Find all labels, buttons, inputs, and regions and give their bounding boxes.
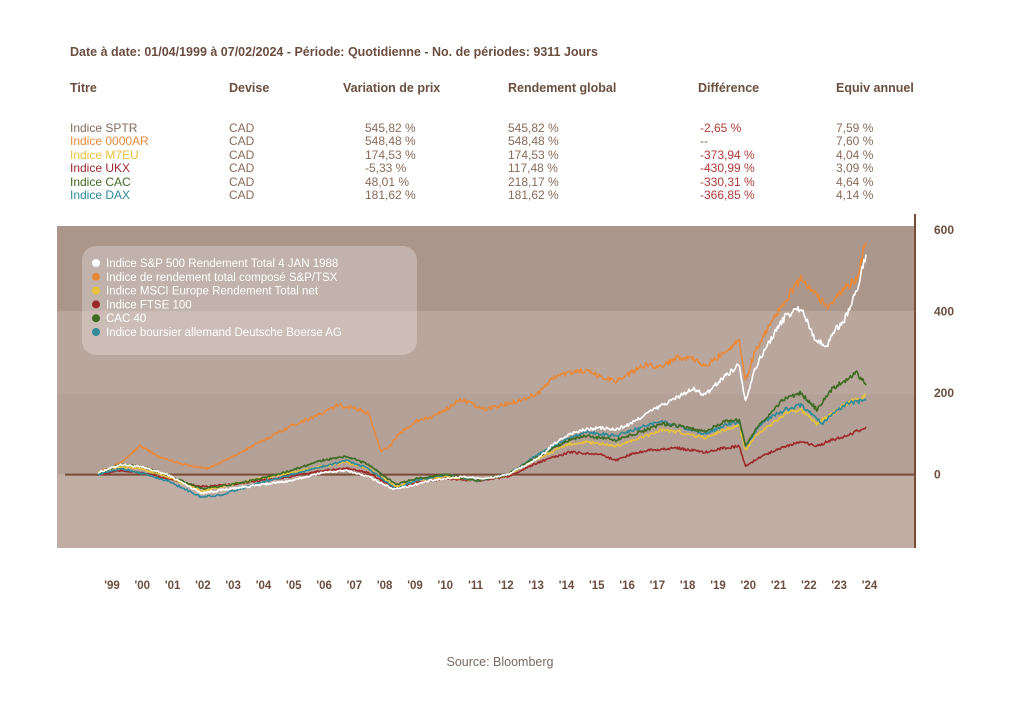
table-cell-titre: Indice M7EU — [70, 147, 139, 162]
x-tick-label: '11 — [468, 580, 483, 592]
table-cell-equiv: 4,14 % — [836, 188, 874, 202]
legend-swatch — [92, 314, 100, 323]
x-tick-label: '03 — [225, 580, 241, 592]
x-tick-label: '05 — [286, 580, 302, 592]
y-tick-label: 200 — [934, 386, 954, 400]
table-cell-difference: -366,85 % — [700, 188, 755, 202]
x-tick-label: '04 — [256, 580, 272, 592]
table-cell-variation: 545,82 % — [365, 121, 416, 135]
legend-swatch — [92, 328, 100, 336]
table-cell-difference: -373,94 % — [700, 147, 755, 162]
table-cell-difference: -330,31 % — [700, 174, 755, 189]
col-header-equiv: Equiv annuel — [836, 81, 914, 95]
table-cell-titre: Indice CAC — [70, 174, 131, 189]
table-cell-difference: -430,99 % — [700, 161, 755, 176]
y-tick-label: 0 — [934, 468, 941, 482]
chart-series — [97, 242, 867, 499]
table-cell-variation: -5,33 % — [365, 161, 407, 176]
y-tick-label: 400 — [934, 305, 954, 319]
legend-swatch — [92, 286, 100, 295]
table-cell-titre: Indice UKX — [70, 161, 131, 176]
table-cell-variation: 174,53 % — [365, 147, 416, 162]
legend-box — [82, 246, 417, 355]
x-tick-label: '00 — [135, 580, 151, 592]
legend-label: Indice S&P 500 Rendement Total 4 JAN 198… — [106, 258, 338, 270]
table-cell-rendement: 548,48 % — [508, 134, 559, 149]
table-cell-difference: -- — [700, 134, 708, 149]
table-cell-difference: -2,65 % — [700, 121, 742, 135]
x-tick-label: '12 — [498, 580, 514, 592]
table-cell-devise: CAD — [229, 188, 255, 202]
table-cell-rendement: 545,82 % — [508, 121, 559, 135]
table-cell-devise: CAD — [229, 161, 255, 176]
table-cell-titre: Indice 0000AR — [70, 134, 149, 149]
table-cell-rendement: 181,62 % — [508, 188, 559, 202]
x-tick-label: '10 — [438, 580, 454, 592]
legend-label: CAC 40 — [106, 313, 146, 325]
x-tick-label: '20 — [741, 580, 757, 592]
x-tick-label: '09 — [407, 580, 423, 592]
y-tick-label: 600 — [934, 223, 954, 237]
legend-label: Indice boursier allemand Deutsche Boerse… — [106, 327, 342, 339]
background-band — [57, 474, 915, 548]
x-tick-label: '08 — [377, 580, 393, 592]
legend-label: Indice MSCI Europe Rendement Total net — [106, 286, 319, 298]
table-cell-equiv: 7,59 % — [836, 121, 874, 135]
x-tick-label: '99 — [104, 580, 120, 592]
x-axis: '99 '00 '01 '02 '03 '04 '05 '06 '07 '08 '09 '10 '11 '… — [104, 580, 878, 592]
x-tick-label: '21 — [771, 580, 787, 592]
date-range-line: Date à date: 01/04/1999 à 07/02/2024 - P… — [70, 45, 598, 59]
x-tick-label: '06 — [316, 580, 332, 592]
background-band — [57, 311, 915, 394]
col-header-difference: Différence — [698, 81, 760, 95]
legend-swatch — [92, 272, 100, 281]
table-cell-equiv: 7,60 % — [836, 134, 874, 149]
table-cell-devise: CAD — [229, 134, 255, 149]
legend-label: Indice de rendement total composé S&P/TS… — [106, 272, 338, 284]
table-cell-rendement: 174,53 % — [508, 147, 559, 162]
col-header-variation: Variation de prix — [343, 81, 441, 95]
col-header-devise: Devise — [229, 81, 270, 95]
table-cell-devise: CAD — [229, 121, 255, 135]
table-cell-devise: CAD — [229, 147, 255, 162]
table-cell-equiv: 4,04 % — [836, 147, 874, 162]
col-header-rendement: Rendement global — [508, 81, 617, 95]
y-axis: 600 400 200 0 — [914, 214, 954, 548]
x-tick-label: '18 — [680, 580, 696, 592]
table-cell-variation: 48,01 % — [365, 174, 410, 189]
table-cell-rendement: 218,17 % — [508, 174, 559, 189]
table-cell-titre: Indice DAX — [70, 188, 131, 202]
x-tick-label: '22 — [801, 580, 817, 592]
x-tick-label: '07 — [347, 580, 363, 592]
table-cell-equiv: 3,09 % — [836, 161, 874, 176]
legend-swatch — [92, 300, 100, 309]
col-header-titre: Titre — [70, 81, 97, 95]
x-tick-label: '16 — [619, 580, 635, 592]
x-tick-label: '23 — [831, 580, 847, 592]
table-cell-titre: Indice SPTR — [70, 121, 138, 135]
x-tick-label: '15 — [589, 580, 605, 592]
table-cell-equiv: 4,64 % — [836, 174, 874, 189]
series-line-0 — [97, 254, 867, 495]
table-cell-devise: CAD — [229, 174, 255, 189]
x-tick-label: '19 — [710, 580, 726, 592]
x-tick-label: '13 — [528, 580, 544, 592]
legend-swatch — [92, 259, 100, 267]
series-line-1 — [97, 242, 867, 475]
chart-background — [57, 226, 915, 548]
table-cell-rendement: 117,48 % — [508, 161, 558, 176]
chart-legend: Indice S&P 500 Rendement Total 4 JAN 198… — [82, 246, 417, 355]
x-tick-label: '17 — [650, 580, 666, 592]
x-tick-label: '24 — [862, 580, 878, 592]
x-tick-label: '02 — [195, 580, 211, 592]
table-cell-variation: 548,48 % — [365, 134, 416, 149]
x-tick-label: '01 — [165, 580, 181, 592]
legend-label: Indice FTSE 100 — [106, 299, 192, 311]
x-tick-label: '14 — [559, 580, 575, 592]
background-band — [57, 226, 915, 312]
table-cell-variation: 181,62 % — [365, 188, 416, 202]
background-band — [57, 393, 915, 475]
source-note: Source: Bloomberg — [446, 655, 554, 669]
